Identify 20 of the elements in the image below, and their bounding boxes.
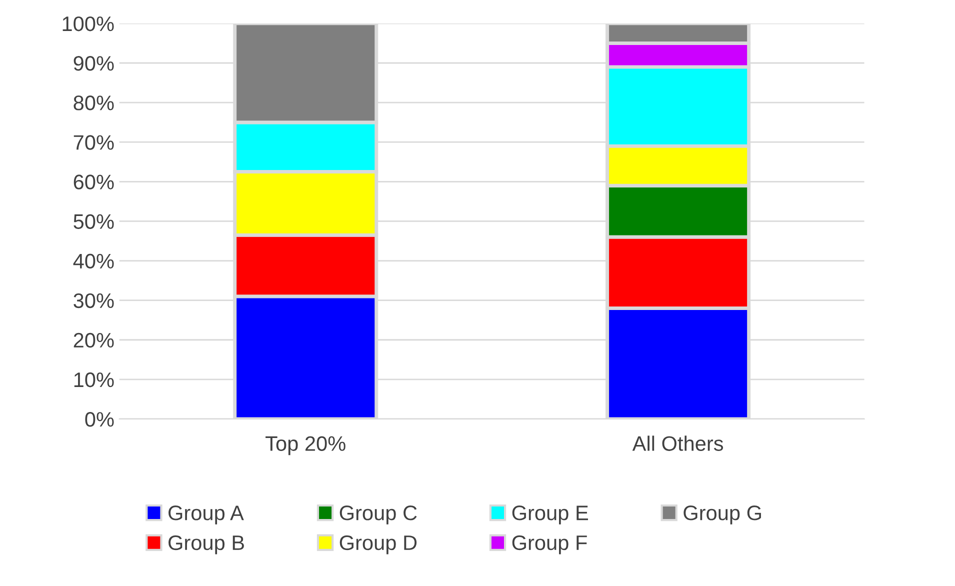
y-tick-label: 20% xyxy=(74,332,114,348)
legend-label: Group A xyxy=(168,506,244,524)
legend-label: Group E xyxy=(512,506,588,524)
x-tick-label: All Others xyxy=(632,436,724,451)
y-tick-label: 90% xyxy=(74,56,114,71)
y-tick-label: 80% xyxy=(74,96,114,110)
legend-label: Group C xyxy=(340,506,417,524)
legend-label: Group G xyxy=(684,506,761,524)
y-tick-label: 60% xyxy=(74,174,114,190)
legend-label: Group B xyxy=(168,535,244,554)
legend-label: Group F xyxy=(512,535,587,554)
y-tick-label: 70% xyxy=(74,135,114,150)
y-tick-label: 40% xyxy=(73,254,114,269)
y-tick-label: 10% xyxy=(74,372,114,388)
legend-label: Group D xyxy=(340,535,417,554)
y-tick-label: 50% xyxy=(74,214,114,229)
y-tick-label: 0% xyxy=(85,412,114,427)
y-tick-label: 100% xyxy=(62,16,114,32)
x-tick-label: Top 20% xyxy=(266,436,346,456)
y-tick-label: 30% xyxy=(74,293,114,308)
